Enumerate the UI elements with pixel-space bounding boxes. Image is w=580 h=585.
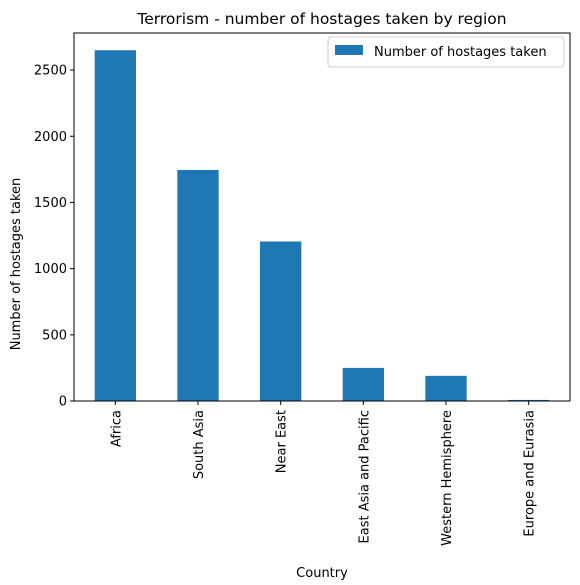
y-tick-label: 2500 [34,64,67,79]
y-tick-label: 2000 [34,130,67,145]
legend-label: Number of hostages taken [374,45,547,60]
x-tick-label: Western Hemisphere [440,410,455,546]
bars-layer [94,50,550,402]
bar-near-east [260,241,302,401]
x-tick-label: East Asia and Pacific [357,410,372,543]
x-tick-label: Africa [109,410,124,447]
x-tick-label: Europe and Eurasia [523,410,538,537]
legend: Number of hostages taken [327,36,565,68]
bar-south-asia [177,170,219,401]
x-axis-label: Country [296,566,348,581]
bar-europe-and-eurasia [508,399,550,401]
bar-east-asia-and-pacific [342,367,384,401]
y-tick-label: 0 [59,395,67,410]
y-axis-label: Number of hostages taken [9,178,24,351]
bar-western-hemisphere [425,375,467,401]
chart-title: Terrorism - number of hostages taken by … [136,10,506,28]
bar-africa [94,50,136,402]
x-tick-label: Near East [275,410,290,473]
y-tick-label: 1000 [34,262,67,277]
legend-swatch [335,45,363,55]
x-axis-ticks: Africa South Asia Near East East Asia and P… [109,401,538,546]
legend-box [327,36,565,68]
plot-frame [73,32,571,402]
y-tick-label: 1500 [34,196,67,211]
y-axis-ticks: 0 500 1000 1500 2000 2500 [34,64,74,410]
y-tick-label: 500 [42,328,67,343]
x-tick-label: South Asia [192,410,207,479]
